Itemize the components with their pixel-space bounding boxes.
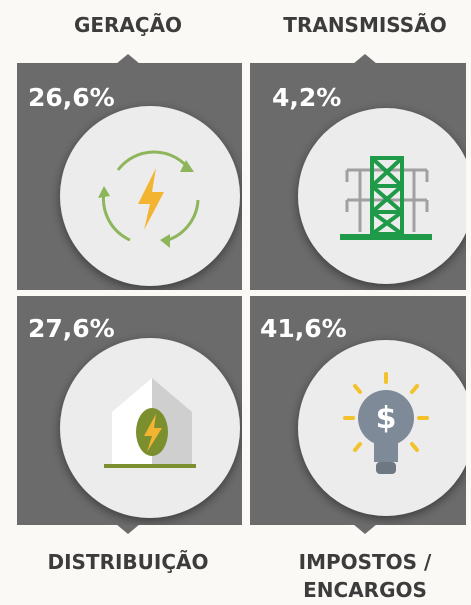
taxes-icon: $ (343, 372, 429, 474)
tile-label: ENCARGOS (303, 578, 427, 602)
tile-share: 41,6% (260, 314, 347, 343)
tile-label: DISTRIBUIÇÃO (47, 550, 208, 574)
transmission-icon (340, 156, 432, 240)
generation-icon (98, 150, 200, 248)
distribution-icon (104, 378, 196, 468)
tile-label: GERAÇÃO (74, 13, 182, 37)
tile-label: IMPOSTOS / (299, 550, 432, 574)
tile-share: 4,2% (272, 83, 341, 112)
tile-share: 27,6% (28, 314, 115, 343)
svg-text:$: $ (376, 401, 397, 436)
tile-label: TRANSMISSÃO (283, 13, 446, 37)
tile-share: 26,6% (28, 83, 115, 112)
